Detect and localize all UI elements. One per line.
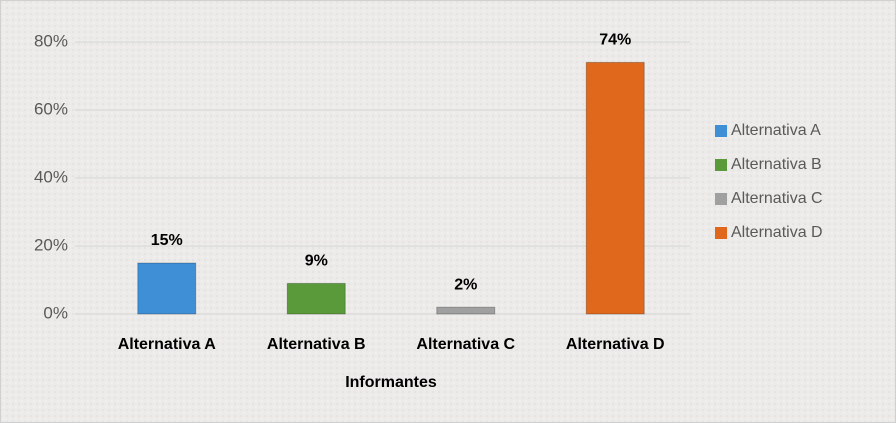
y-tick-label: 60% — [34, 99, 68, 118]
bar — [286, 282, 346, 315]
legend-swatch — [715, 193, 727, 205]
legend-label: Alternativa A — [731, 122, 821, 139]
legend-swatch — [715, 159, 727, 171]
legend-label: Alternativa C — [731, 190, 823, 207]
y-tick-label: 40% — [34, 167, 68, 186]
legend-label: Alternativa D — [731, 224, 823, 241]
data-label: 15% — [151, 232, 183, 249]
x-tick-label: Alternativa B — [267, 336, 366, 353]
bar — [137, 262, 197, 315]
legend-swatch — [715, 227, 727, 239]
x-tick-label: Alternativa C — [416, 336, 515, 353]
y-tick-label: 20% — [34, 235, 68, 254]
data-label: 9% — [305, 253, 328, 270]
bar — [436, 306, 496, 315]
x-tick-label: Alternativa A — [118, 336, 217, 353]
y-tick-label: 80% — [34, 31, 68, 50]
x-tick-label: Alternativa D — [566, 336, 665, 353]
y-tick-label: 0% — [43, 303, 68, 322]
x-axis-label: Informantes — [345, 374, 437, 391]
legend-swatch — [715, 125, 727, 137]
data-label: 2% — [454, 276, 477, 293]
data-label: 74% — [599, 32, 631, 49]
legend-label: Alternativa B — [731, 156, 822, 173]
bar — [585, 61, 645, 315]
